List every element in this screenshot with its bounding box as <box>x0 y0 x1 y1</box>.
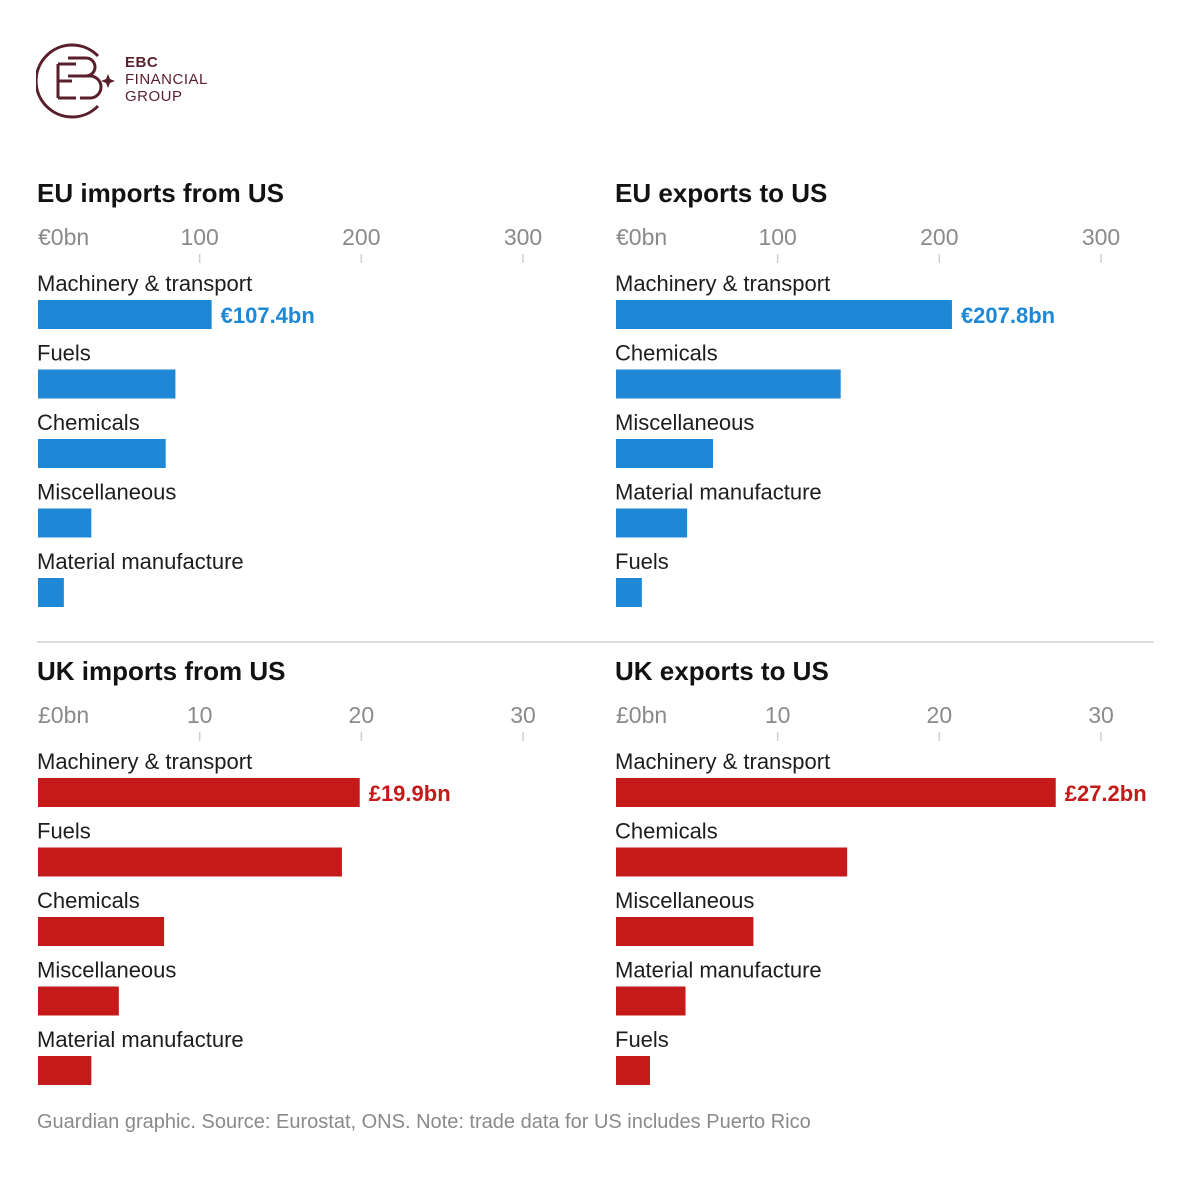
brand-line-1: EBC <box>125 54 159 71</box>
chart-uk-imports: UK imports from US £0bn 10 20 30 Machinery &… <box>37 656 582 1096</box>
bar <box>38 578 64 607</box>
category-label: Material manufacture <box>615 480 822 505</box>
category-label: Material manufacture <box>37 549 244 574</box>
bar <box>38 986 119 1016</box>
bar <box>616 778 1056 807</box>
value-label: €107.4bn <box>221 303 315 328</box>
tick-label: €0bn <box>616 224 667 250</box>
chart-title: UK imports from US <box>37 656 286 686</box>
category-label: Chemicals <box>37 410 140 435</box>
bar <box>38 778 360 807</box>
category-label: Fuels <box>37 341 91 366</box>
category-label: Machinery & transport <box>37 749 252 774</box>
chart-title: EU exports to US <box>615 178 828 208</box>
bar <box>38 1056 92 1085</box>
chart-title: EU imports from US <box>37 178 285 208</box>
category-label: Chemicals <box>615 341 718 366</box>
tick-label: £0bn <box>616 702 667 728</box>
value-label: £19.9bn <box>369 781 451 806</box>
tick-label: 20 <box>349 702 375 728</box>
bar <box>38 917 165 946</box>
tick-label: 10 <box>187 702 213 728</box>
category-label: Chemicals <box>37 888 140 913</box>
category-label: Fuels <box>615 549 669 574</box>
ebc-logo: EBC FINANCIAL GROUP <box>36 42 236 122</box>
bar <box>616 369 841 399</box>
chart-svg: €0bn 100 200 300 Machinery & transport €207.8… <box>615 224 1120 607</box>
chart-title: UK exports to US <box>615 656 829 686</box>
bar <box>616 439 713 468</box>
source-note: Guardian graphic. Source: Eurostat, ONS.… <box>37 1111 811 1133</box>
tick-label: £0bn <box>38 702 89 728</box>
category-label: Miscellaneous <box>37 958 176 983</box>
category-label: Fuels <box>37 819 91 844</box>
value-label: €207.8bn <box>961 303 1055 328</box>
tick-label: 300 <box>504 224 542 250</box>
bar <box>616 1056 650 1085</box>
category-label: Fuels <box>615 1027 669 1052</box>
bar <box>616 847 848 877</box>
chart-svg: £0bn 10 20 30 Machinery & transport £27.2bn Ch… <box>615 702 1147 1085</box>
chart-svg: £0bn 10 20 30 Machinery & transport £19.9bn Fu… <box>37 702 536 1085</box>
category-label: Miscellaneous <box>615 410 754 435</box>
tick-label: €0bn <box>38 224 89 250</box>
brand-line-2: FINANCIAL <box>125 71 208 88</box>
bar <box>616 508 688 538</box>
bar <box>616 578 642 607</box>
tick-label: 10 <box>765 702 791 728</box>
category-label: Material manufacture <box>37 1027 244 1052</box>
chart-uk-exports: UK exports to US £0bn 10 20 30 Machinery & t… <box>615 656 1160 1096</box>
bar <box>38 847 342 877</box>
category-label: Chemicals <box>615 819 718 844</box>
bar <box>38 300 212 329</box>
section-divider <box>37 641 1154 643</box>
bar <box>616 986 686 1016</box>
ebc-logo-mark-icon <box>36 43 115 119</box>
category-label: Machinery & transport <box>615 749 830 774</box>
tick-label: 300 <box>1082 224 1120 250</box>
bar <box>616 300 952 329</box>
category-label: Machinery & transport <box>37 271 252 296</box>
brand-line-3: GROUP <box>125 88 183 105</box>
tick-label: 30 <box>510 702 536 728</box>
bar <box>38 369 176 399</box>
value-label: £27.2bn <box>1065 781 1147 806</box>
tick-label: 20 <box>927 702 953 728</box>
tick-label: 200 <box>342 224 380 250</box>
category-label: Miscellaneous <box>615 888 754 913</box>
tick-label: 100 <box>758 224 796 250</box>
category-label: Miscellaneous <box>37 480 176 505</box>
tick-label: 200 <box>920 224 958 250</box>
brand-text: EBC FINANCIAL GROUP <box>125 54 208 105</box>
tick-label: 30 <box>1088 702 1114 728</box>
bar <box>38 439 166 468</box>
category-label: Machinery & transport <box>615 271 830 296</box>
tick-label: 100 <box>180 224 218 250</box>
bar <box>38 508 92 538</box>
bar <box>616 917 754 946</box>
chart-svg: €0bn 100 200 300 Machinery & transport €107.4… <box>37 224 542 607</box>
chart-eu-imports: EU imports from US €0bn 100 200 300 Machiner… <box>37 178 582 618</box>
category-label: Material manufacture <box>615 958 822 983</box>
chart-eu-exports: EU exports to US €0bn 100 200 300 Machinery … <box>615 178 1160 618</box>
